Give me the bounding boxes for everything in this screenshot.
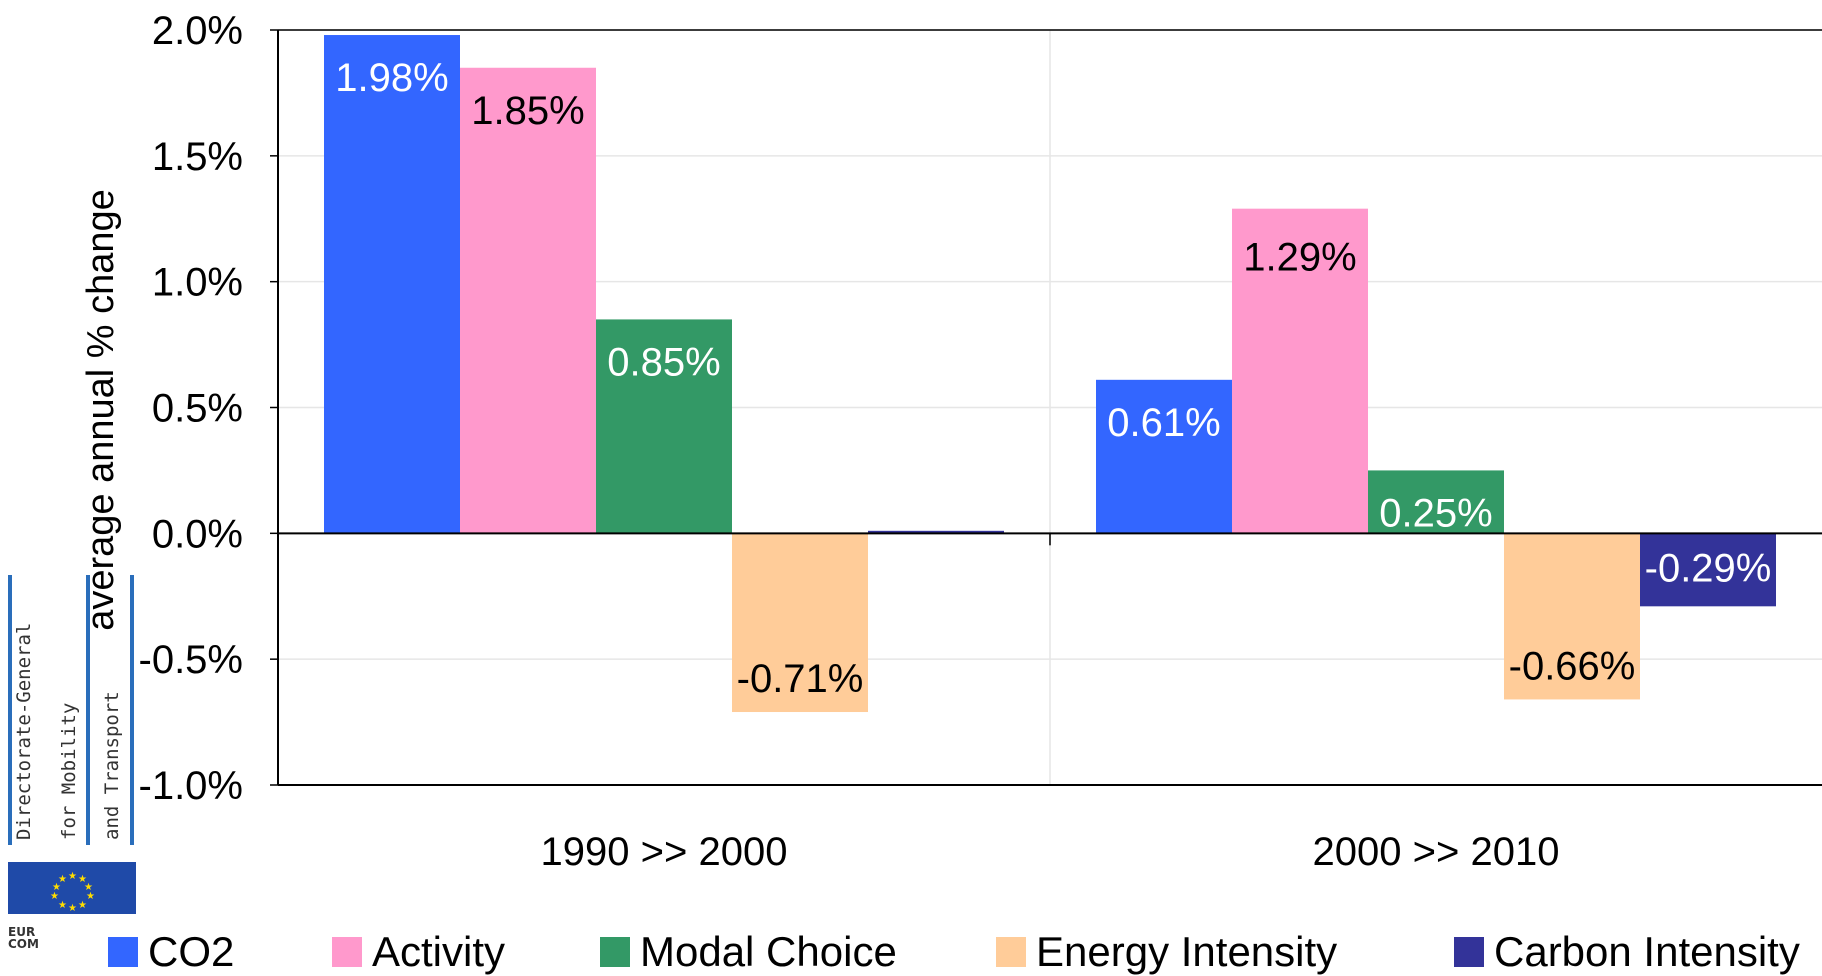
chart-legend: CO2 Activity Modal Choice Energy Intensity C…	[108, 928, 1822, 976]
svg-text:★: ★	[50, 891, 59, 902]
logo-text-line1: Directorate-General	[13, 623, 35, 840]
data-label: -0.66%	[1509, 644, 1636, 688]
bar-energy-intensity-1	[1504, 533, 1640, 700]
bar-co2-1	[1096, 379, 1232, 534]
logo-text-line2: for Mobility	[58, 703, 80, 840]
legend-swatch	[1454, 937, 1484, 967]
legend-swatch	[108, 937, 138, 967]
bar-co2-0	[324, 35, 460, 534]
svg-text:★: ★	[78, 900, 87, 911]
bar-activity-1	[1232, 208, 1368, 534]
bar-energy-intensity-0	[732, 533, 868, 713]
bar-modal-choice-1	[1368, 470, 1504, 534]
svg-text:★: ★	[58, 874, 67, 885]
eu-flag-icon	[8, 862, 136, 914]
legend-label: CO2	[148, 928, 235, 975]
data-label: -0.29%	[1645, 546, 1772, 590]
legend-label: Energy Intensity	[1036, 928, 1338, 975]
legend-item-energy-intensity: Energy Intensity	[996, 928, 1337, 976]
data-labels: 1.98% 1.85% 0.85% -0.71% 0.61% 1.29% 0.25% -0.6…	[335, 56, 1771, 701]
y-tick-label: 0.5%	[152, 387, 243, 431]
bar-carbon-intensity-1	[1640, 533, 1776, 607]
svg-text:★: ★	[78, 874, 87, 885]
category-label: 2000 >> 2010	[1313, 830, 1560, 874]
legend-swatch	[600, 937, 630, 967]
svg-text:★: ★	[68, 871, 77, 882]
y-tick-label: -0.5%	[139, 638, 244, 682]
y-tick-labels: 2.0% 1.5% 1.0% 0.5% 0.0% -0.5% -1.0%	[139, 9, 244, 808]
data-label: 1.98%	[335, 56, 448, 100]
eu-stars-icon: ★ ★★ ★★★ ★★★ ★	[50, 871, 95, 914]
category-label: 1990 >> 2000	[541, 830, 788, 874]
dg-mobility-transport-logo: Directorate-General for Mobility and Tra…	[8, 575, 136, 951]
legend-item-modal-choice: Modal Choice	[600, 928, 897, 976]
legend-label: Modal Choice	[640, 928, 897, 975]
data-label: 0.25%	[1379, 491, 1492, 535]
y-axis-label: average annual % change	[80, 189, 122, 631]
y-tick-label: 2.0%	[152, 9, 243, 53]
data-label: 1.29%	[1243, 236, 1356, 280]
bar-activity-0	[460, 67, 596, 534]
legend-label: Activity	[372, 928, 506, 975]
data-label: -0.71%	[737, 657, 864, 701]
y-tick-label: 1.5%	[152, 135, 243, 179]
svg-text:★: ★	[84, 882, 93, 893]
legend-label: Carbon Intensity	[1494, 928, 1800, 975]
logo-badge-text-2: COM	[8, 937, 39, 951]
chart-bars	[324, 35, 1776, 713]
legend-swatch	[996, 937, 1026, 967]
svg-text:★: ★	[68, 903, 77, 914]
svg-text:★: ★	[86, 891, 95, 902]
logo-text-line3: and Transport	[101, 691, 123, 840]
data-label: 0.85%	[607, 340, 720, 384]
bar-carbon-intensity-0	[868, 530, 1004, 534]
chart-axes	[270, 29, 1822, 786]
category-labels: 1990 >> 2000 2000 >> 2010	[541, 830, 1560, 874]
legend-swatch	[332, 937, 362, 967]
legend-item-activity: Activity	[332, 928, 505, 976]
y-tick-label: 0.0%	[152, 512, 243, 556]
y-tick-label: -1.0%	[139, 764, 244, 808]
data-label: 1.85%	[471, 89, 584, 133]
legend-item-co2: CO2	[108, 928, 234, 976]
data-label: 0.61%	[1107, 401, 1220, 445]
legend-item-carbon-intensity: Carbon Intensity	[1454, 928, 1800, 976]
bar-modal-choice-0	[596, 319, 732, 534]
y-tick-label: 1.0%	[152, 261, 243, 305]
svg-text:★: ★	[52, 882, 61, 893]
svg-text:★: ★	[58, 900, 67, 911]
logo-badge-text-1: EUR	[8, 925, 35, 939]
